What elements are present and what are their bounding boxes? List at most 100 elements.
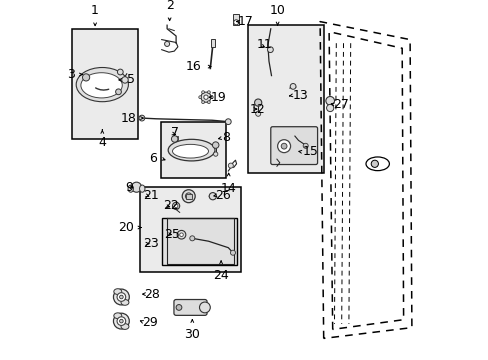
Circle shape [281,143,286,149]
Circle shape [199,302,210,313]
Text: 17: 17 [238,15,253,28]
Text: 12: 12 [249,103,265,116]
Text: 6: 6 [149,152,157,165]
Circle shape [174,204,178,208]
Circle shape [113,289,129,305]
Circle shape [189,236,194,241]
Text: 23: 23 [142,237,159,250]
Circle shape [209,193,216,200]
Circle shape [117,317,125,325]
Circle shape [233,20,238,25]
Text: 29: 29 [142,316,157,329]
Ellipse shape [81,73,122,98]
Text: 19: 19 [210,91,225,104]
Circle shape [164,41,169,46]
Circle shape [117,293,125,301]
Circle shape [131,182,141,192]
Circle shape [207,91,210,94]
FancyBboxPatch shape [174,300,206,315]
Text: 15: 15 [302,145,318,158]
Circle shape [277,140,290,153]
Circle shape [230,250,235,255]
Text: 30: 30 [184,328,200,341]
Ellipse shape [121,324,129,329]
Text: 28: 28 [144,288,160,301]
Circle shape [139,115,144,121]
Text: 9: 9 [125,181,133,194]
Bar [247,25,323,173]
Circle shape [179,233,183,237]
Ellipse shape [365,157,388,171]
Circle shape [199,96,201,99]
Circle shape [370,160,378,167]
Bar [232,14,239,25]
Circle shape [325,96,334,105]
Text: 26: 26 [215,189,230,202]
Ellipse shape [121,300,129,305]
Text: 1: 1 [91,4,99,17]
Text: 14: 14 [221,182,236,195]
Text: 4: 4 [98,136,106,149]
Bar [140,187,241,272]
Text: 18: 18 [121,112,136,125]
Circle shape [115,89,121,95]
Text: 2: 2 [165,0,173,12]
FancyBboxPatch shape [270,127,317,165]
Circle shape [172,202,179,210]
Bar [211,39,214,47]
Ellipse shape [139,185,144,192]
Bar [72,29,138,139]
Text: 25: 25 [164,228,180,240]
Ellipse shape [128,185,133,192]
Circle shape [326,104,333,112]
Circle shape [201,101,204,104]
Circle shape [228,163,233,168]
Ellipse shape [168,139,215,161]
Circle shape [122,77,128,83]
Text: 22: 22 [163,199,178,212]
Circle shape [212,142,219,148]
Text: 8: 8 [222,131,230,144]
Bar [162,218,237,265]
Text: 24: 24 [213,269,228,282]
Circle shape [82,74,89,81]
Circle shape [289,84,295,89]
Text: 3: 3 [67,68,75,81]
Circle shape [210,96,213,99]
Text: 11: 11 [257,39,272,51]
Circle shape [254,99,261,106]
Ellipse shape [114,289,122,294]
Circle shape [120,295,123,299]
Text: 5: 5 [127,73,135,86]
Circle shape [203,95,208,99]
Circle shape [255,111,260,116]
Circle shape [185,193,192,199]
Circle shape [201,92,211,102]
Text: 7: 7 [170,126,178,139]
Circle shape [182,190,195,203]
Ellipse shape [114,313,122,319]
Circle shape [207,101,210,104]
Bar [185,194,191,199]
Circle shape [303,143,307,148]
Bar [161,122,225,178]
Bar [171,136,177,140]
Ellipse shape [172,144,208,158]
Ellipse shape [76,68,128,102]
Text: 20: 20 [118,221,134,234]
Text: 10: 10 [269,4,285,17]
Circle shape [176,305,182,310]
Text: 16: 16 [185,60,201,73]
Circle shape [177,230,185,239]
Circle shape [225,119,231,125]
Circle shape [267,47,273,53]
Circle shape [120,319,123,323]
Text: 27: 27 [332,98,348,111]
Circle shape [171,136,178,142]
Circle shape [201,91,204,94]
Circle shape [213,152,218,156]
Text: 13: 13 [292,89,307,102]
Circle shape [117,69,123,75]
Circle shape [113,313,129,329]
Text: 21: 21 [142,189,159,202]
